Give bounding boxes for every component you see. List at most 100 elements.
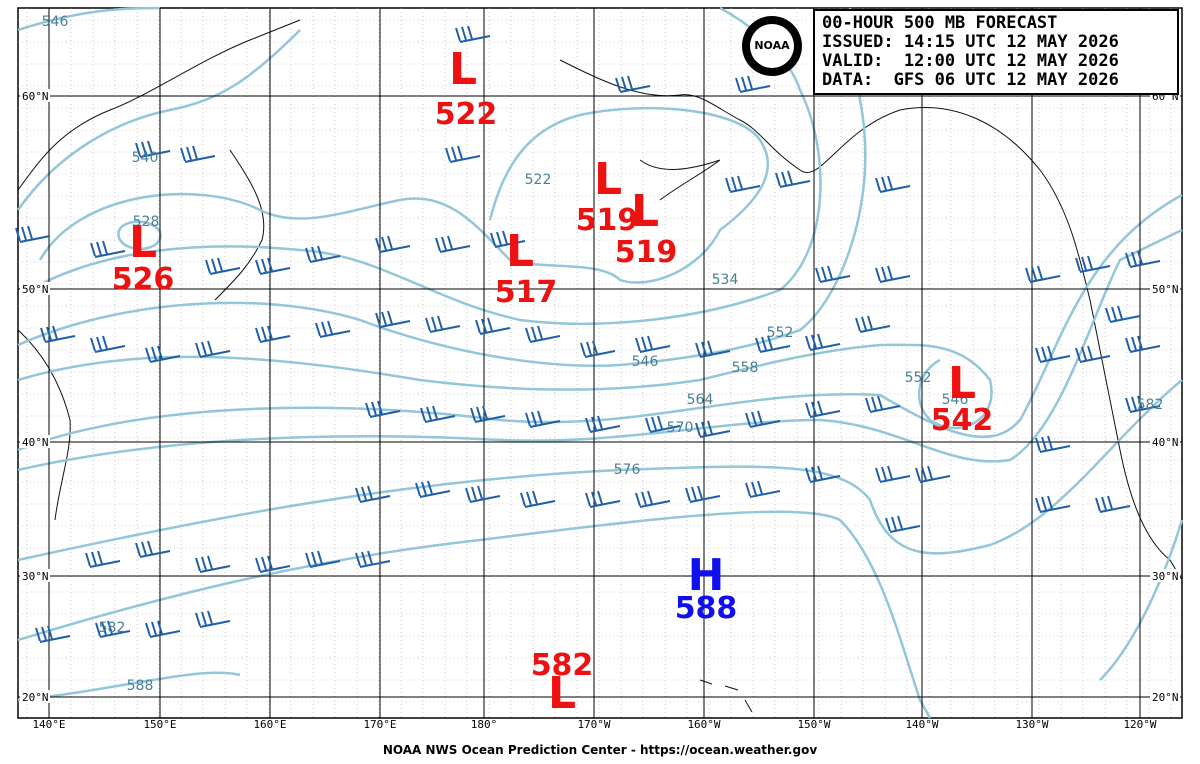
barb-feather xyxy=(1035,437,1041,452)
barb-feather xyxy=(147,140,153,155)
barb-feather xyxy=(476,406,482,421)
barb-feather xyxy=(731,176,737,191)
barb-feather xyxy=(425,317,431,332)
contour-label: 552 xyxy=(905,370,932,386)
wind-barb xyxy=(875,175,911,193)
wind-barb xyxy=(40,325,76,343)
barb-feather xyxy=(431,316,437,331)
barb-feather xyxy=(207,610,213,625)
contour-label: 552 xyxy=(767,325,794,341)
barb-shaft xyxy=(879,185,911,193)
barb-shaft xyxy=(689,495,721,503)
barb-shaft xyxy=(919,475,951,483)
contour-label: 534 xyxy=(712,272,739,288)
barb-shaft xyxy=(639,500,671,508)
wind-barb xyxy=(1025,265,1061,283)
contour-label: 540 xyxy=(132,150,159,166)
barb-feather xyxy=(147,540,153,555)
barb-feather xyxy=(875,267,881,282)
barb-feather xyxy=(881,466,887,481)
barb-feather xyxy=(757,410,763,425)
barb-shaft xyxy=(479,327,511,335)
barb-shaft xyxy=(1079,355,1111,363)
barb-feather xyxy=(157,345,163,360)
wind-barb xyxy=(815,265,851,283)
barb-feather xyxy=(141,541,147,556)
longitude-label: 130°W xyxy=(1015,718,1048,731)
barb-feather xyxy=(755,337,761,352)
wind-barb xyxy=(420,405,456,423)
barb-feather xyxy=(471,486,477,501)
barb-shaft xyxy=(259,335,291,343)
barb-feather xyxy=(641,491,647,506)
barb-shaft xyxy=(184,155,216,163)
barb-shaft xyxy=(639,345,671,353)
barb-feather xyxy=(767,335,773,350)
barb-feather xyxy=(361,486,367,501)
barb-feather xyxy=(475,319,481,334)
longitude-label: 180° xyxy=(471,718,498,731)
barb-feather xyxy=(387,310,393,325)
barb-feather xyxy=(525,327,531,342)
contour xyxy=(17,7,867,368)
system-symbol: L xyxy=(631,186,659,237)
barb-feather xyxy=(381,236,387,251)
barb-feather xyxy=(897,515,903,530)
barb-shaft xyxy=(1029,275,1061,283)
barb-feather xyxy=(1137,250,1143,265)
contour-label: 588 xyxy=(127,678,154,694)
barb-shaft xyxy=(429,325,461,333)
wind-barb xyxy=(585,490,621,508)
barb-feather xyxy=(751,411,757,426)
wind-barb xyxy=(1075,345,1111,363)
barb-feather xyxy=(1025,267,1031,282)
wind-barb xyxy=(775,170,811,188)
system-symbol: L xyxy=(594,154,622,205)
barb-shaft xyxy=(879,475,911,483)
system-value: 526 xyxy=(112,262,175,297)
barb-feather xyxy=(887,175,893,190)
footer: NOAA NWS Ocean Prediction Center - https… xyxy=(383,743,817,757)
barb-shaft xyxy=(529,335,561,343)
contour xyxy=(17,379,1183,562)
barb-feather xyxy=(1081,256,1087,271)
barb-feather xyxy=(207,340,213,355)
contour-label: 522 xyxy=(525,172,552,188)
barb-feather xyxy=(871,396,877,411)
barb-feather xyxy=(586,341,592,356)
barb-feather xyxy=(35,627,41,642)
label-bg xyxy=(1150,690,1180,703)
wind-barb xyxy=(875,265,911,283)
label-bg xyxy=(20,282,50,295)
barb-feather xyxy=(691,486,697,501)
barb-feather xyxy=(725,177,731,192)
barb-feather xyxy=(915,467,921,482)
barb-feather xyxy=(811,401,817,416)
wind-barb xyxy=(855,315,891,333)
barb-feather xyxy=(735,77,741,92)
barb-shaft xyxy=(699,430,731,438)
barb-feather xyxy=(367,550,373,565)
barb-feather xyxy=(415,482,421,497)
contour xyxy=(16,29,301,211)
barb-feather xyxy=(355,552,361,567)
wind-barb xyxy=(145,345,181,363)
barb-feather xyxy=(645,417,651,432)
wind-barb xyxy=(470,405,506,423)
header-line: ISSUED: 14:15 UTC 12 MAY 2026 xyxy=(822,32,1119,52)
wind-barb xyxy=(355,550,391,568)
barb-shaft xyxy=(309,255,341,263)
wind-barb xyxy=(35,625,71,643)
barb-shaft xyxy=(699,350,731,358)
barb-feather xyxy=(525,412,531,427)
barb-feather xyxy=(585,492,591,507)
barb-feather xyxy=(592,340,598,355)
barb-shaft xyxy=(589,500,621,508)
barb-feather xyxy=(891,516,897,531)
barb-shaft xyxy=(94,250,126,258)
barb-feather xyxy=(520,492,526,507)
wind-barb xyxy=(490,230,526,248)
barb-feather xyxy=(447,235,453,250)
barb-shaft xyxy=(1129,260,1161,268)
